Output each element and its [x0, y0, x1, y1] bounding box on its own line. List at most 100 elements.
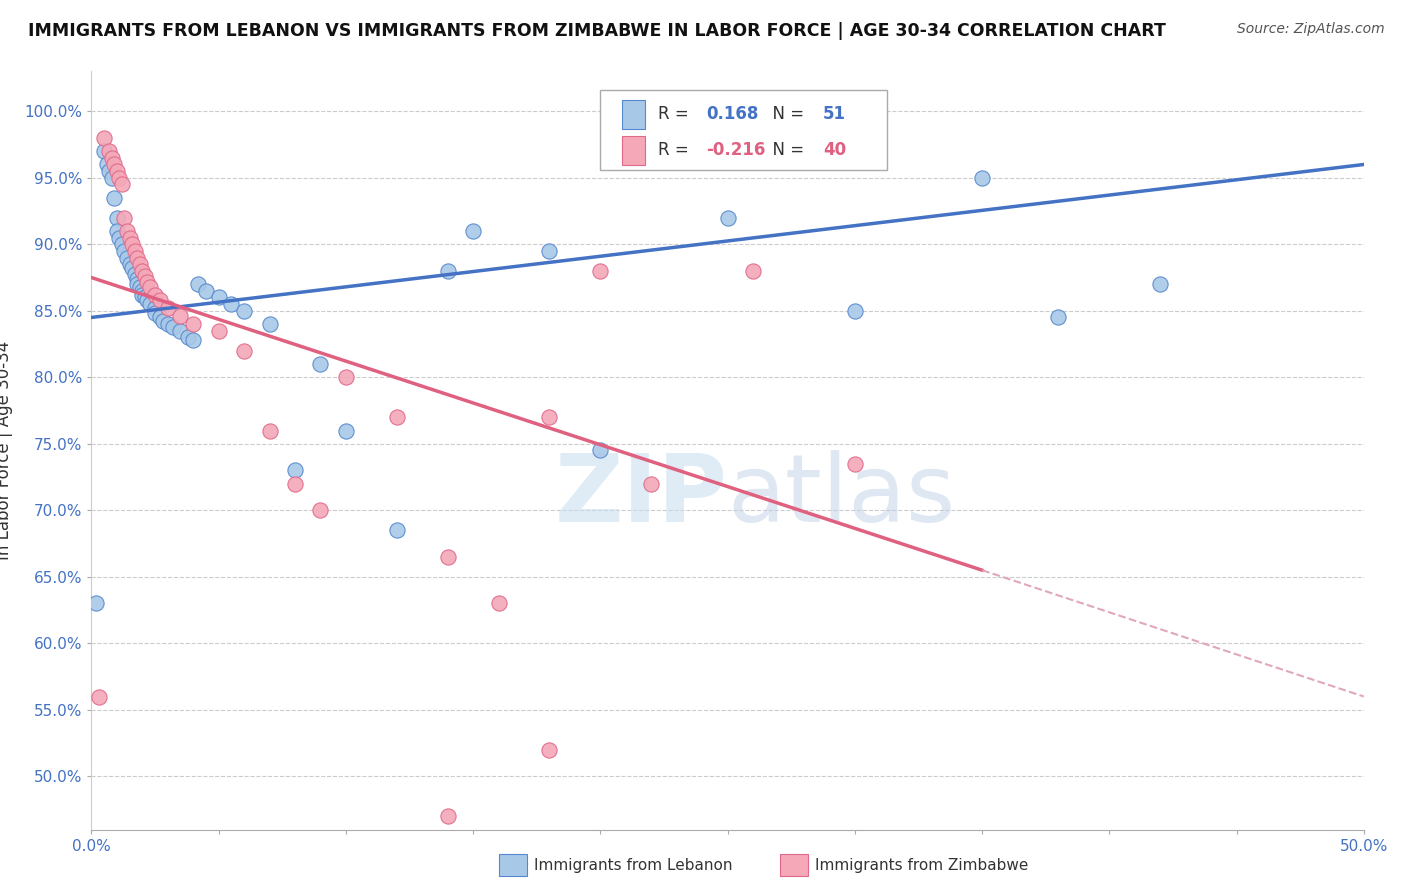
Text: -0.216: -0.216 [706, 141, 765, 160]
Point [156, 301, 179, 315]
Point [134, 291, 156, 305]
Point [87, 690, 110, 704]
FancyBboxPatch shape [600, 90, 887, 170]
Point [385, 523, 408, 537]
Point [640, 476, 662, 491]
Point [259, 317, 281, 331]
Point [136, 275, 159, 289]
Point [335, 424, 357, 438]
Point [309, 357, 332, 371]
Point [1047, 310, 1070, 325]
Point [538, 244, 561, 258]
Point [844, 303, 866, 318]
Point [181, 333, 204, 347]
Point [589, 443, 612, 458]
Point [100, 170, 122, 185]
Text: Source: ZipAtlas.com: Source: ZipAtlas.com [1237, 22, 1385, 37]
Point [385, 410, 408, 425]
Point [742, 264, 765, 278]
Text: N =: N = [762, 105, 810, 123]
Text: Immigrants from Lebanon: Immigrants from Lebanon [534, 858, 733, 872]
Text: ZIP: ZIP [555, 450, 728, 542]
Point [538, 410, 561, 425]
Point [143, 301, 166, 315]
Point [139, 280, 162, 294]
Text: Immigrants from Zimbabwe: Immigrants from Zimbabwe [815, 858, 1029, 872]
Text: R =: R = [658, 141, 693, 160]
Point [118, 230, 141, 244]
Point [105, 224, 128, 238]
Point [970, 170, 993, 185]
Point [127, 277, 149, 292]
Point [143, 306, 166, 320]
Point [111, 178, 134, 192]
Text: 0.168: 0.168 [706, 105, 758, 123]
Point [108, 230, 131, 244]
Point [136, 293, 159, 307]
Text: N =: N = [762, 141, 810, 160]
Point [538, 743, 561, 757]
Point [115, 251, 138, 265]
Point [194, 284, 217, 298]
Point [1149, 277, 1171, 292]
Point [98, 144, 121, 158]
Point [111, 237, 134, 252]
Point [128, 257, 150, 271]
Point [114, 211, 136, 225]
Point [221, 297, 243, 311]
Point [844, 457, 866, 471]
Point [152, 314, 174, 328]
Point [115, 224, 138, 238]
Text: 40: 40 [823, 141, 846, 160]
FancyBboxPatch shape [621, 136, 645, 165]
Point [103, 157, 125, 171]
Point [716, 211, 740, 225]
Text: 51: 51 [823, 105, 846, 123]
Point [134, 269, 156, 284]
Point [233, 303, 256, 318]
Point [114, 244, 136, 258]
Point [162, 319, 184, 334]
Point [284, 463, 307, 477]
Point [177, 330, 200, 344]
Point [436, 549, 458, 564]
FancyBboxPatch shape [621, 100, 645, 128]
Point [86, 596, 108, 610]
Point [169, 324, 191, 338]
Point [121, 237, 143, 252]
Point [118, 257, 141, 271]
Point [169, 309, 191, 323]
Point [187, 277, 209, 292]
Point [93, 131, 115, 145]
Point [108, 170, 131, 185]
Point [149, 293, 172, 307]
Point [98, 164, 121, 178]
Point [143, 288, 166, 302]
Text: atlas: atlas [728, 450, 956, 542]
Point [149, 310, 172, 325]
Point [103, 191, 125, 205]
Point [156, 317, 179, 331]
Point [93, 144, 115, 158]
Point [96, 157, 118, 171]
Point [131, 264, 153, 278]
Text: IMMIGRANTS FROM LEBANON VS IMMIGRANTS FROM ZIMBABWE IN LABOR FORCE | AGE 30-34 C: IMMIGRANTS FROM LEBANON VS IMMIGRANTS FR… [28, 22, 1166, 40]
Point [259, 424, 281, 438]
Point [127, 251, 149, 265]
Point [127, 272, 149, 286]
Point [208, 324, 231, 338]
Point [131, 284, 153, 298]
Y-axis label: In Labor Force | Age 30-34: In Labor Force | Age 30-34 [0, 341, 13, 560]
Point [436, 809, 458, 823]
Point [124, 267, 146, 281]
Point [128, 280, 150, 294]
Point [105, 164, 128, 178]
Point [284, 476, 307, 491]
Point [131, 288, 153, 302]
Point [436, 264, 458, 278]
Point [105, 211, 128, 225]
Point [124, 244, 146, 258]
Point [121, 261, 143, 276]
Point [181, 317, 204, 331]
Text: R =: R = [658, 105, 693, 123]
